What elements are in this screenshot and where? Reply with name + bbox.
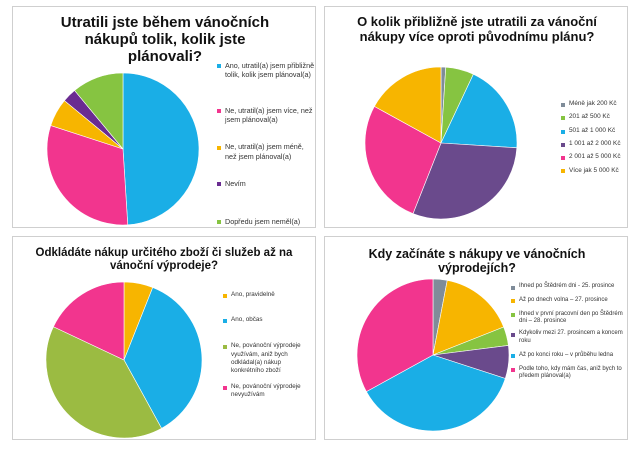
legend-swatch — [511, 354, 515, 359]
legend-label: Ne, povánoční výprodeje nevyužívám — [231, 383, 301, 399]
legend-swatch — [511, 285, 515, 290]
pie-slice — [356, 278, 434, 393]
chart-legend: Ano, pravidelně Ano, občas Ne, povánoční v… — [223, 291, 315, 400]
legend-item: Ano, občas — [223, 316, 315, 324]
pie-slice — [432, 279, 505, 356]
legend-label: Ne, utratil(a) jsem méně, než jsem pláno… — [225, 142, 304, 161]
chart-panel-4: Kdy začínáte s nákupy ve vánočních výpro… — [324, 236, 628, 440]
legend-label: Kdykoliv mezi 27. prosincem a koncem rok… — [519, 330, 623, 344]
legend-swatch — [511, 313, 515, 318]
legend-item: Ne, povánoční výprodeje využívám, aniž b… — [223, 342, 315, 375]
chart-legend: Méně jak 200 Kč 201 až 500 Kč 501 až 1 000… — [561, 100, 627, 175]
chart-title: Utratili jste během vánočních nákupů tol… — [60, 14, 270, 65]
chart-title: Odkládáte nákup určitého zboží či služeb… — [35, 247, 293, 272]
legend-label: Ano, občas — [231, 316, 263, 324]
pie-slice — [412, 142, 518, 220]
pie-slice — [74, 72, 124, 150]
legend-swatch — [223, 385, 227, 390]
legend-label: Ano, utratil(a) jsem přibližně tolik, ko… — [225, 61, 315, 80]
legend-swatch — [217, 145, 221, 150]
legend-item: Dopředu jsem neměl(a) představu o tom, k… — [217, 216, 315, 227]
legend-label: 501 až 1 000 Kč — [569, 126, 616, 134]
pie-slice — [364, 105, 442, 215]
chart-legend: Ihned po Štědrém dni - 25. prosince Až po… — [511, 283, 627, 382]
chart-title: O kolik přibližně jste utratili za vánoč… — [357, 14, 597, 44]
legend-swatch — [511, 299, 515, 304]
legend-item: Až po dnech volna – 27. prosince — [511, 296, 627, 305]
legend-item: 1 001 až 2 000 Kč — [561, 139, 627, 148]
pie-slice — [46, 125, 129, 226]
legend-label: Více jak 5 000 Kč — [569, 166, 619, 174]
legend-swatch — [217, 219, 221, 224]
chart-panel-3: Odkládáte nákup určitého zboží či služeb… — [12, 236, 316, 440]
pie-chart — [364, 66, 518, 220]
legend-swatch — [223, 345, 227, 350]
legend-item: Nevím — [217, 179, 315, 189]
pie-slice — [440, 73, 518, 149]
legend-swatch — [561, 102, 565, 107]
pie-slice — [365, 354, 506, 432]
legend-item: Ihned v první pracovní den po Štědrém dn… — [511, 310, 627, 327]
legend-swatch — [511, 368, 515, 373]
legend-swatch — [223, 319, 227, 324]
legend-swatch — [217, 182, 221, 187]
legend-swatch — [217, 64, 221, 69]
legend-label: Dopředu jsem neměl(a) představu o tom, k… — [225, 216, 301, 227]
legend-item: 501 až 1 000 Kč — [561, 126, 627, 135]
legend-item: Více jak 5 000 Kč — [561, 166, 627, 175]
legend-item: Ano, pravidelně — [223, 291, 315, 299]
pie-chart — [356, 278, 510, 432]
legend-item: Kdykoliv mezi 27. prosincem a koncem rok… — [511, 330, 627, 346]
chart-legend: Ano, utratil(a) jsem přibližně tolik, ko… — [217, 61, 315, 227]
chart-panel-1: Utratili jste během vánočních nákupů tol… — [12, 6, 316, 228]
chart-title: Kdy začínáte s nákupy ve vánočních výpro… — [368, 247, 586, 275]
legend-item: 201 až 500 Kč — [561, 113, 627, 121]
pie-chart — [46, 72, 200, 226]
legend-label: 1 001 až 2 000 Kč — [569, 139, 621, 147]
legend-item: Ihned po Štědrém dni - 25. prosince — [511, 283, 627, 291]
legend-label: Až po konci roku – v průběhu ledna — [519, 351, 614, 358]
legend-swatch — [223, 293, 227, 298]
legend-label: Ne, povánoční výprodeje využívám, aniž b… — [231, 342, 301, 374]
legend-item: Ne, povánoční výprodeje nevyužívám — [223, 383, 315, 399]
legend-label: Ihned po Štědrém dni - 25. prosince — [519, 283, 615, 289]
legend-swatch — [561, 169, 565, 174]
legend-label: Ano, pravidelně — [231, 291, 275, 298]
legend-item: Méně jak 200 Kč — [561, 100, 627, 108]
legend-swatch — [511, 332, 515, 337]
legend-item: Ne, utratil(a) jsem více, než jsem pláno… — [217, 105, 315, 125]
legend-swatch — [561, 116, 565, 121]
pie-chart — [45, 281, 203, 439]
legend-swatch — [561, 156, 565, 161]
legend-swatch — [217, 108, 221, 113]
legend-label: Nevím — [225, 179, 246, 189]
legend-label: 2 001 až 5 000 Kč — [569, 153, 621, 161]
chart-panel-2: O kolik přibližně jste utratili za vánoč… — [324, 6, 628, 228]
legend-item: Podle toho, kdy mám čas, aniž bych to př… — [511, 365, 627, 382]
legend-item: Až po konci roku – v průběhu ledna — [511, 351, 627, 360]
pie-slice — [123, 287, 203, 429]
legend-label: Ihned v první pracovní den po Štědrém dn… — [519, 310, 623, 325]
legend-item: Ano, utratil(a) jsem přibližně tolik, ko… — [217, 61, 315, 80]
legend-item: Ne, utratil(a) jsem méně, než jsem pláno… — [217, 142, 315, 161]
legend-item: 2 001 až 5 000 Kč — [561, 153, 627, 161]
legend-label: Méně jak 200 Kč — [569, 100, 617, 107]
legend-label: Ne, utratil(a) jsem více, než jsem pláno… — [225, 105, 313, 125]
legend-label: Podle toho, kdy mám čas, aniž bych to př… — [519, 365, 622, 380]
legend-label: 201 až 500 Kč — [569, 113, 610, 121]
legend-swatch — [561, 129, 565, 134]
legend-label: Až po dnech volna – 27. prosince — [519, 296, 608, 303]
pie-slice — [45, 326, 162, 439]
pie-slice — [122, 72, 200, 226]
pie-slice — [373, 66, 442, 144]
pie-slice — [53, 281, 125, 361]
legend-swatch — [561, 142, 565, 147]
